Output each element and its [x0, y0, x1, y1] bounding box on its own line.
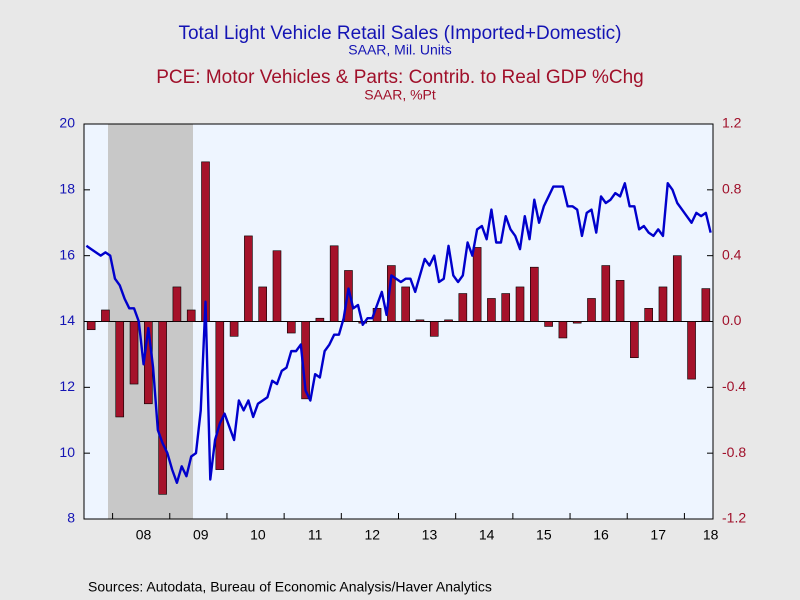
bar	[244, 235, 253, 322]
x-tick-label: 16	[593, 527, 609, 543]
source: Sources: Autodata, Bureau of Economic An…	[88, 579, 492, 595]
title-2: PCE: Motor Vehicles & Parts: Contrib. to…	[156, 67, 644, 88]
x-tick-label: 18	[703, 527, 719, 543]
bar	[530, 266, 539, 322]
bar	[587, 298, 596, 322]
bar	[86, 321, 96, 331]
bar	[572, 321, 582, 324]
y-tick-label: 18	[59, 181, 75, 197]
title-1: Total Light Vehicle Retail Sales (Import…	[178, 23, 621, 44]
bar	[487, 298, 496, 322]
x-tick-label: 14	[479, 527, 495, 543]
bar	[701, 288, 711, 322]
x-tick-label: 09	[193, 527, 209, 543]
bar	[415, 319, 425, 322]
x-tick-label: 17	[650, 527, 666, 543]
bar	[672, 255, 682, 322]
bar	[115, 321, 125, 418]
bar	[129, 321, 139, 385]
line	[85, 182, 712, 484]
x-tick-label: 10	[250, 527, 266, 543]
y2-tick-label: 1.2	[722, 115, 742, 131]
bar	[172, 286, 182, 322]
y-tick-label: 8	[67, 510, 75, 526]
bar	[515, 286, 525, 322]
x-tick-label: 15	[536, 527, 552, 543]
y-tick-label: 14	[59, 312, 75, 328]
y2-tick-label: -0.8	[722, 444, 746, 460]
bar	[229, 321, 239, 337]
bar	[615, 280, 625, 322]
bar	[315, 317, 325, 322]
bar	[630, 321, 639, 359]
y-tick-label: 20	[59, 115, 75, 131]
y-tick-label: 16	[59, 246, 75, 262]
y2-tick-label: 0.4	[722, 246, 742, 262]
x-tick-label: 08	[136, 527, 152, 543]
x-tick-label: 11	[308, 527, 323, 543]
bar	[644, 308, 653, 322]
subtitle-2: SAAR, %Pt	[364, 87, 436, 103]
bar	[501, 293, 511, 322]
y-tick-label: 12	[59, 378, 75, 394]
bar	[201, 161, 210, 322]
plot-frame	[83, 123, 714, 520]
bar	[272, 250, 282, 322]
y2-tick-label: 0.0	[722, 312, 742, 328]
bar	[286, 321, 296, 334]
bar	[158, 321, 167, 495]
bar	[401, 286, 410, 322]
y-tick-label: 10	[59, 444, 75, 460]
bar	[329, 245, 339, 322]
y2-tick-label: -1.2	[722, 510, 746, 526]
bar	[387, 265, 396, 322]
bar	[215, 321, 225, 470]
bar	[472, 247, 482, 322]
bar	[601, 265, 611, 322]
y2-tick-label: 0.8	[722, 181, 742, 197]
x-tick-label: 12	[365, 527, 381, 543]
bar	[544, 321, 553, 327]
subtitle-1: SAAR, Mil. Units	[348, 42, 451, 58]
x-tick-label: 13	[422, 527, 438, 543]
bar	[558, 321, 568, 339]
bar	[458, 293, 468, 322]
bar	[186, 309, 196, 322]
bar	[687, 321, 696, 380]
bar	[658, 286, 668, 322]
bar	[429, 321, 439, 337]
bar	[258, 286, 267, 322]
y2-tick-label: -0.4	[722, 378, 746, 394]
bar	[101, 309, 110, 322]
bar	[444, 319, 453, 322]
